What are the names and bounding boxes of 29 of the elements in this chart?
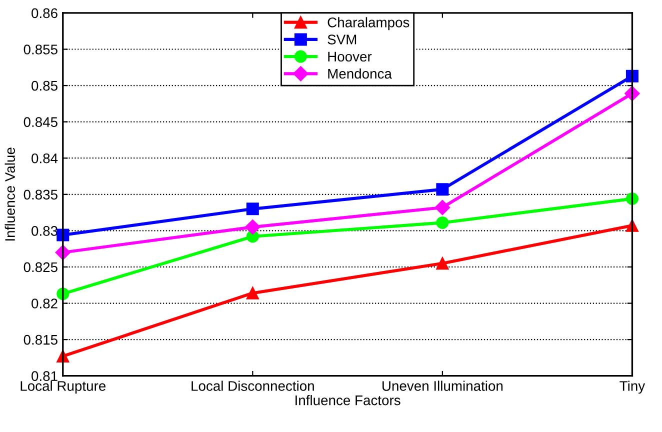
y-tick-label: 0.85 xyxy=(32,80,58,91)
x-tick-label: Uneven Illumination xyxy=(382,380,503,391)
point xyxy=(626,192,638,206)
point xyxy=(436,257,449,270)
legend-label: Mendonca xyxy=(328,68,392,79)
point xyxy=(434,200,450,216)
legend-label: SVM xyxy=(328,34,356,44)
point xyxy=(245,219,260,235)
x-tick-label: Local Disconnection xyxy=(192,380,314,391)
point xyxy=(56,228,70,242)
point xyxy=(436,183,449,196)
y-tick-label: 0.825 xyxy=(24,262,58,272)
point xyxy=(436,216,449,229)
y-axis-title: Influence Value xyxy=(4,148,15,240)
y-tick-label: 0.845 xyxy=(24,117,58,127)
legend-label: Charalampos xyxy=(328,17,410,30)
y-tick-label: 0.86 xyxy=(32,8,58,18)
legend-label: Hoover xyxy=(328,52,372,62)
point xyxy=(246,202,259,216)
y-tick-label: 0.84 xyxy=(32,153,58,164)
y-tick-label: 0.855 xyxy=(24,44,58,54)
y-tick-label: 0.81 xyxy=(32,371,58,382)
x-tick-label: Tiny xyxy=(620,380,646,394)
x-tick-label: Local Rupture xyxy=(20,380,106,394)
y-tick-label: 0.815 xyxy=(24,334,58,345)
point xyxy=(246,286,259,300)
x-axis-title: Influence Factors xyxy=(296,395,400,406)
y-tick-label: 0.835 xyxy=(24,190,58,200)
y-tick-label: 0.82 xyxy=(32,298,58,308)
